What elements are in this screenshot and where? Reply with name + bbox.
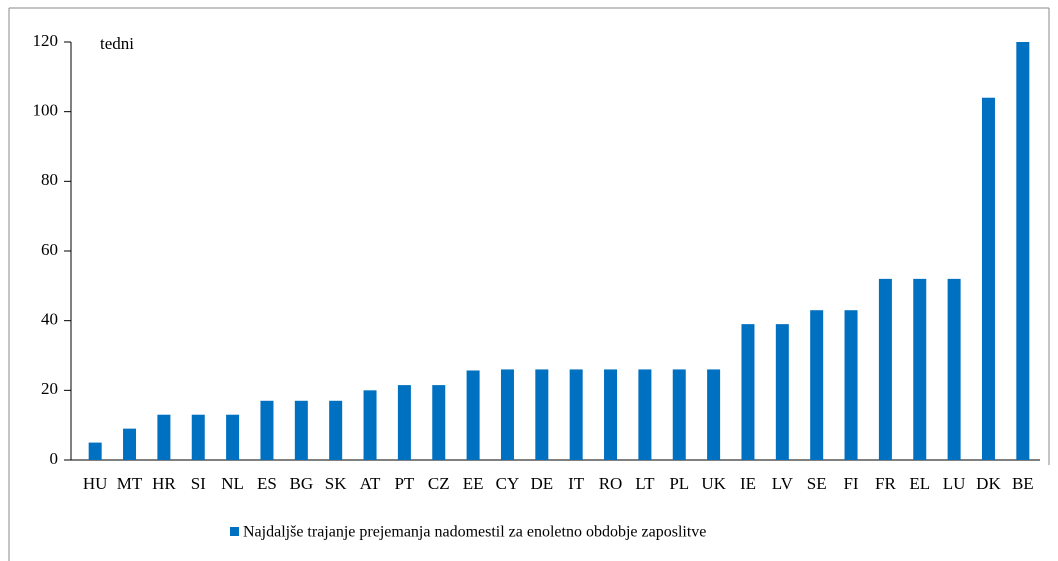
bar: [741, 324, 755, 460]
x-tick-label: IE: [740, 474, 756, 493]
bar: [604, 369, 618, 460]
bar: [191, 414, 205, 460]
x-tick-label: LU: [943, 474, 966, 493]
x-tick-label: SE: [807, 474, 827, 493]
bar: [672, 369, 686, 460]
bar: [981, 97, 995, 460]
x-tick-label: FR: [875, 474, 896, 493]
x-tick-label: CZ: [428, 474, 450, 493]
y-tick-label: 100: [33, 101, 59, 120]
x-tick-label: DE: [530, 474, 553, 493]
x-tick-label: PT: [394, 474, 414, 493]
x-tick-label: AT: [360, 474, 381, 493]
bar: [88, 442, 102, 460]
x-tick-label: SI: [191, 474, 206, 493]
bar: [535, 369, 549, 460]
bar: [329, 400, 343, 460]
legend-swatch: [230, 527, 239, 536]
y-tick-label: 80: [41, 170, 58, 189]
y-axis-label: tedni: [100, 34, 134, 53]
x-tick-label: UK: [701, 474, 726, 493]
bar: [810, 310, 824, 460]
x-tick-label: LV: [772, 474, 794, 493]
y-tick-label: 120: [33, 31, 59, 50]
bar: [432, 385, 446, 460]
y-tick-label: 40: [41, 310, 58, 329]
bar: [844, 310, 858, 460]
x-tick-label: DK: [976, 474, 1001, 493]
bar: [397, 385, 411, 460]
x-tick-label: SK: [325, 474, 347, 493]
y-tick-label: 60: [41, 240, 58, 259]
bar: [363, 390, 377, 460]
bar: [294, 400, 308, 460]
x-tick-label: HU: [83, 474, 108, 493]
bar: [947, 278, 961, 460]
x-tick-label: NL: [221, 474, 244, 493]
y-tick-label: 0: [50, 449, 59, 468]
x-tick-label: LT: [635, 474, 655, 493]
bar: [500, 369, 514, 460]
x-tick-label: CY: [496, 474, 520, 493]
x-tick-label: RO: [599, 474, 623, 493]
bar: [775, 324, 789, 460]
bar: [466, 370, 480, 460]
x-tick-label: PL: [669, 474, 689, 493]
bar: [707, 369, 721, 460]
bar: [123, 428, 137, 460]
x-tick-label: EE: [463, 474, 484, 493]
legend-label: Najdaljše trajanje prejemanja nadomestil…: [243, 524, 706, 541]
bar: [638, 369, 652, 460]
bar: [157, 414, 171, 460]
bar: [260, 400, 274, 460]
x-tick-label: ES: [257, 474, 277, 493]
bar: [226, 414, 240, 460]
x-tick-label: HR: [152, 474, 176, 493]
x-tick-label: IT: [568, 474, 585, 493]
x-tick-label: BG: [290, 474, 314, 493]
y-tick-label: 20: [41, 379, 58, 398]
x-tick-label: FI: [843, 474, 858, 493]
bar: [913, 278, 927, 460]
x-tick-label: MT: [117, 474, 143, 493]
bar: [1016, 42, 1030, 460]
x-tick-label: EL: [909, 474, 930, 493]
bar: [569, 369, 583, 460]
x-tick-label: BE: [1012, 474, 1034, 493]
bar: [878, 278, 892, 460]
